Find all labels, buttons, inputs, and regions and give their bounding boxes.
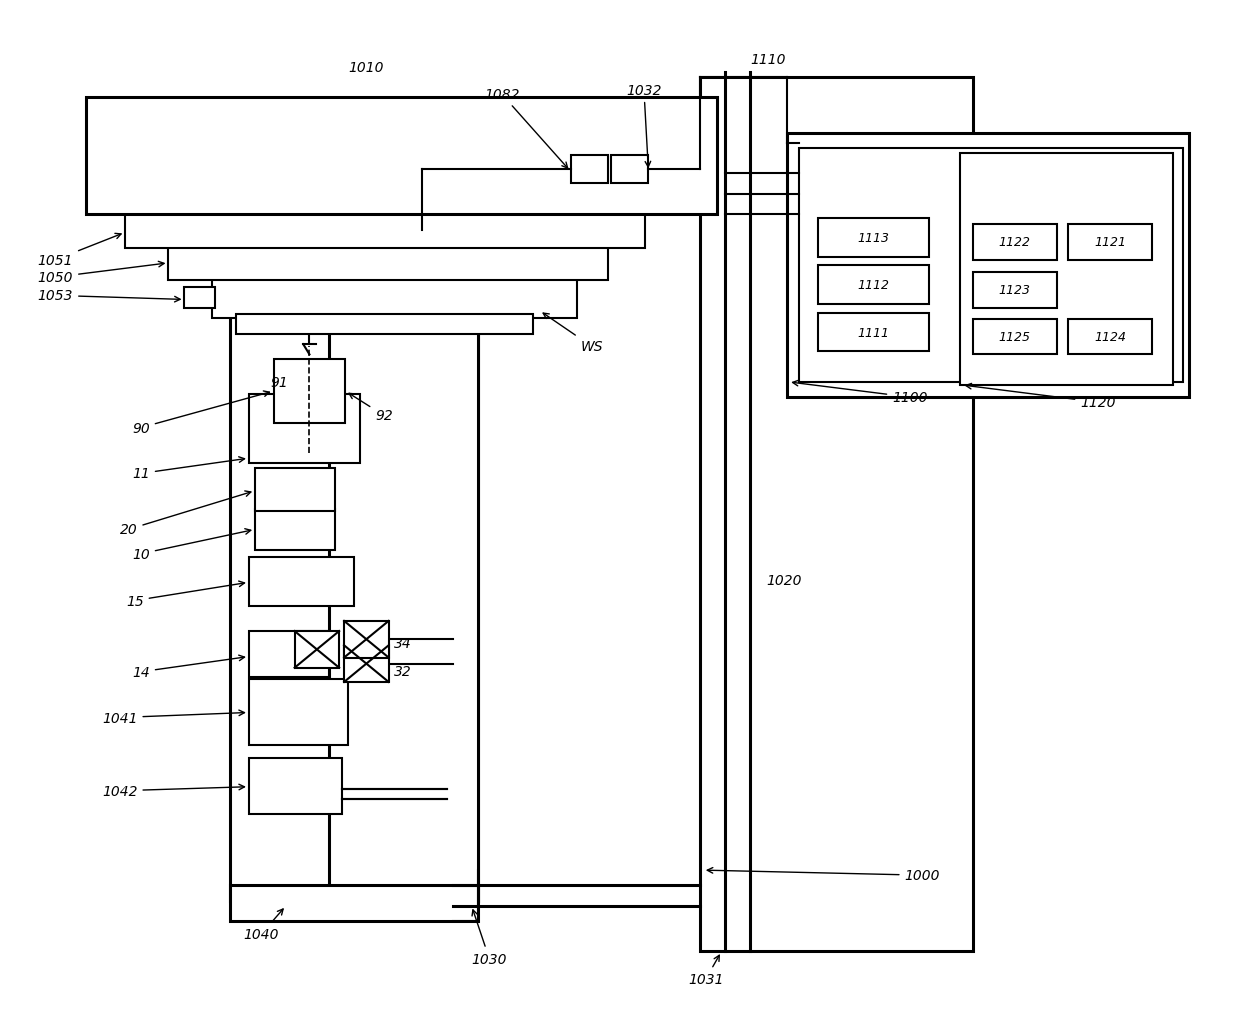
Text: 1121: 1121 — [1094, 235, 1126, 249]
Text: 1110: 1110 — [750, 53, 786, 67]
Bar — [800, 149, 1183, 382]
Bar — [249, 632, 330, 678]
Text: 1032: 1032 — [626, 84, 662, 168]
Text: 32: 32 — [393, 664, 412, 678]
Bar — [255, 469, 336, 512]
Bar — [818, 314, 929, 352]
Bar — [343, 646, 388, 683]
Bar — [611, 156, 649, 184]
Text: 1112: 1112 — [858, 278, 889, 291]
Text: 1111: 1111 — [858, 326, 889, 339]
Bar — [960, 154, 1173, 385]
Text: 1000: 1000 — [707, 868, 940, 882]
Bar — [570, 156, 608, 184]
Text: 34: 34 — [393, 637, 412, 651]
Bar — [343, 622, 388, 658]
Text: 92: 92 — [348, 394, 393, 423]
Bar — [972, 225, 1056, 261]
Bar — [1068, 225, 1152, 261]
Bar — [255, 510, 336, 550]
Text: 1051: 1051 — [37, 234, 122, 268]
Text: 1020: 1020 — [766, 574, 801, 588]
Text: WS: WS — [543, 314, 603, 354]
Text: 1010: 1010 — [348, 60, 384, 74]
Bar — [818, 219, 929, 258]
Bar — [231, 297, 477, 901]
Bar — [787, 133, 1189, 397]
Bar — [237, 315, 533, 334]
Bar — [212, 280, 577, 319]
Text: 14: 14 — [133, 655, 244, 679]
Bar — [231, 886, 477, 921]
Bar — [185, 288, 216, 309]
Bar — [125, 214, 645, 249]
Bar — [86, 98, 717, 215]
Text: 1100: 1100 — [792, 381, 928, 405]
Bar — [249, 680, 347, 745]
Bar — [330, 297, 477, 901]
Text: 1125: 1125 — [998, 330, 1030, 343]
Bar — [818, 266, 929, 305]
Bar — [295, 632, 340, 668]
Text: 1113: 1113 — [858, 231, 889, 245]
Text: 1041: 1041 — [102, 710, 244, 725]
Text: 1053: 1053 — [37, 289, 180, 303]
Text: 20: 20 — [120, 491, 250, 537]
Bar — [249, 394, 360, 464]
Bar — [972, 273, 1056, 309]
Text: 15: 15 — [126, 582, 244, 608]
Text: 1082: 1082 — [484, 88, 568, 169]
Text: 1031: 1031 — [688, 956, 724, 986]
Text: 1042: 1042 — [102, 784, 244, 798]
Text: 10: 10 — [133, 529, 250, 561]
Bar — [701, 77, 972, 952]
Text: 90: 90 — [133, 391, 269, 435]
Text: 1030: 1030 — [471, 910, 507, 966]
Text: 1040: 1040 — [243, 909, 283, 942]
Bar — [249, 758, 342, 814]
Text: 1050: 1050 — [37, 262, 164, 284]
Bar — [1068, 320, 1152, 355]
Bar — [972, 320, 1056, 355]
Text: 11: 11 — [133, 458, 244, 481]
Text: 1120: 1120 — [966, 384, 1116, 410]
Bar — [274, 360, 345, 423]
Bar — [249, 557, 353, 606]
Text: 1124: 1124 — [1094, 330, 1126, 343]
Text: 1123: 1123 — [998, 283, 1030, 297]
Bar — [169, 247, 608, 281]
Text: 1122: 1122 — [998, 235, 1030, 249]
Text: 91: 91 — [270, 375, 289, 389]
